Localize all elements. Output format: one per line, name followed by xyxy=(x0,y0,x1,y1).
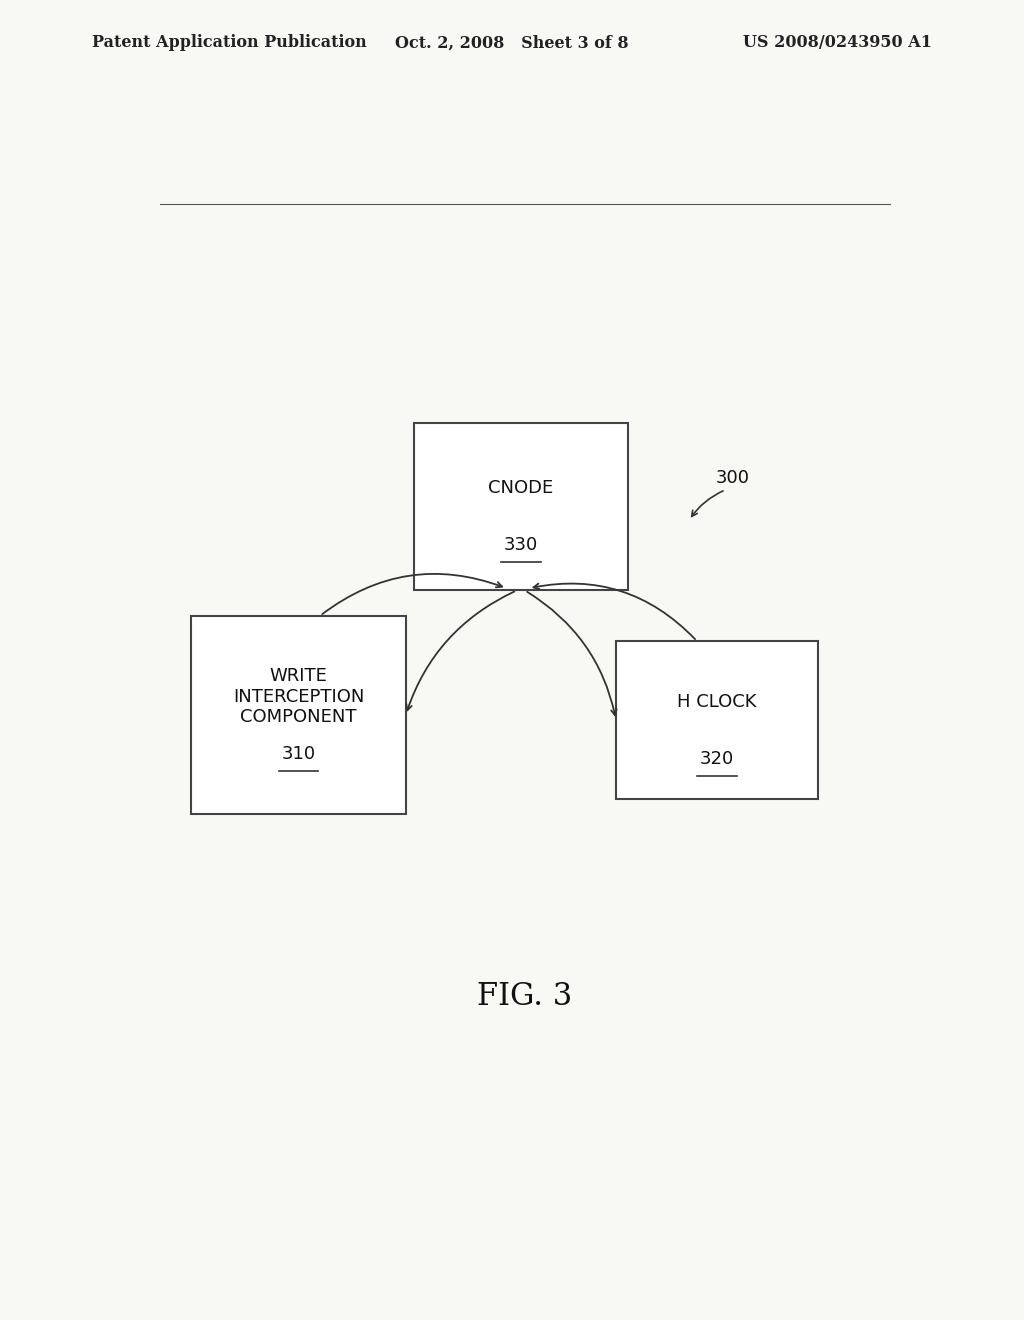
Text: Patent Application Publication: Patent Application Publication xyxy=(92,34,367,51)
FancyBboxPatch shape xyxy=(414,422,628,590)
Text: CNODE: CNODE xyxy=(488,479,553,498)
Text: Oct. 2, 2008   Sheet 3 of 8: Oct. 2, 2008 Sheet 3 of 8 xyxy=(395,34,629,51)
FancyBboxPatch shape xyxy=(616,642,818,799)
Text: H CLOCK: H CLOCK xyxy=(678,693,757,710)
Text: 330: 330 xyxy=(504,536,538,554)
Text: WRITE
INTERCEPTION
COMPONENT: WRITE INTERCEPTION COMPONENT xyxy=(232,667,365,726)
Text: US 2008/0243950 A1: US 2008/0243950 A1 xyxy=(742,34,932,51)
Text: 300: 300 xyxy=(715,469,750,487)
FancyBboxPatch shape xyxy=(191,615,406,814)
Text: 310: 310 xyxy=(282,744,315,763)
Text: 320: 320 xyxy=(700,750,734,768)
Text: FIG. 3: FIG. 3 xyxy=(477,982,572,1012)
